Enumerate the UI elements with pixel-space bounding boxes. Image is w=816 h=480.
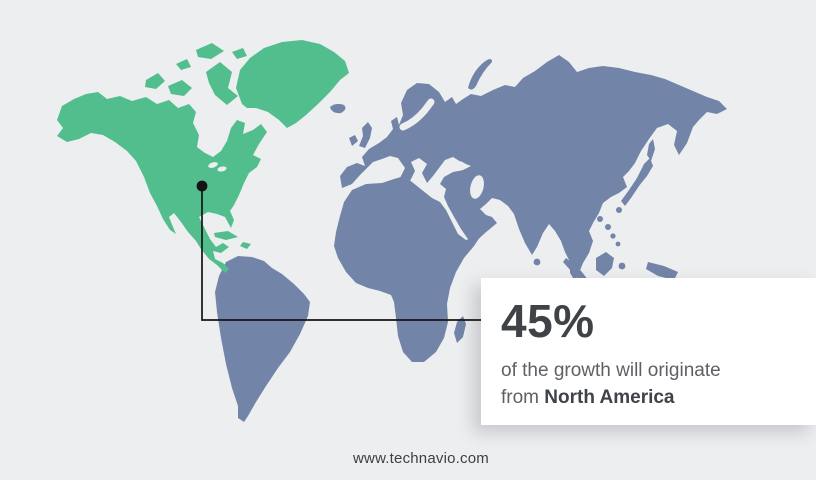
greenland-island xyxy=(236,40,349,128)
eurasia-landmass xyxy=(340,55,727,281)
website-url: www.technavio.com xyxy=(353,450,489,467)
cuba-island xyxy=(214,231,238,240)
kyushu-island xyxy=(616,207,622,213)
stat-value: 45% xyxy=(501,295,595,347)
great-lake xyxy=(208,162,218,168)
sulawesi-island xyxy=(618,262,626,270)
victoria-island xyxy=(168,80,192,96)
ireland-island xyxy=(349,135,358,146)
philippines-island xyxy=(605,224,611,230)
stat-description: of the growth will originate from North … xyxy=(501,357,798,411)
arctic-islet xyxy=(176,59,191,70)
philippines-island xyxy=(610,233,616,239)
callout-card: 45% of the growth will originate from No… xyxy=(481,278,816,425)
caspian-sea xyxy=(470,175,484,199)
inland-seas xyxy=(446,160,484,199)
stat-description-prefix: from xyxy=(501,387,545,408)
hispaniola-island xyxy=(240,242,251,249)
sicily-island xyxy=(398,188,404,194)
taiwan-island xyxy=(597,216,603,222)
marker-dot xyxy=(196,180,208,192)
japan-islands xyxy=(621,158,653,206)
sakhalin-island xyxy=(647,139,655,161)
region-rest-of-world xyxy=(215,55,727,422)
baffin-island xyxy=(206,62,238,105)
borneo-island xyxy=(596,252,614,276)
north-america-mainland xyxy=(57,92,267,273)
baltic-sea xyxy=(399,98,435,131)
sumatra-island xyxy=(563,258,588,283)
sri-lanka-island xyxy=(533,258,541,266)
south-america-landmass xyxy=(215,256,310,422)
stat-description-line1: of the growth will originate xyxy=(501,360,721,381)
iceland-island xyxy=(330,103,346,114)
great-lakes xyxy=(208,162,227,172)
new-guinea-island xyxy=(646,262,678,280)
banks-island xyxy=(145,73,165,89)
africa-landmass xyxy=(334,176,482,362)
madagascar-island xyxy=(454,316,466,343)
ellesmere-island xyxy=(196,43,224,59)
great-lake xyxy=(217,166,227,172)
black-sea xyxy=(446,160,466,172)
region-north-america xyxy=(57,40,349,273)
philippines-island xyxy=(615,241,621,247)
callout-connector-line xyxy=(201,186,502,321)
arctic-islet xyxy=(232,48,247,59)
novaya-zemlya-island xyxy=(468,59,492,90)
stat-region-name: North America xyxy=(544,387,675,408)
great-britain-island xyxy=(359,122,372,148)
